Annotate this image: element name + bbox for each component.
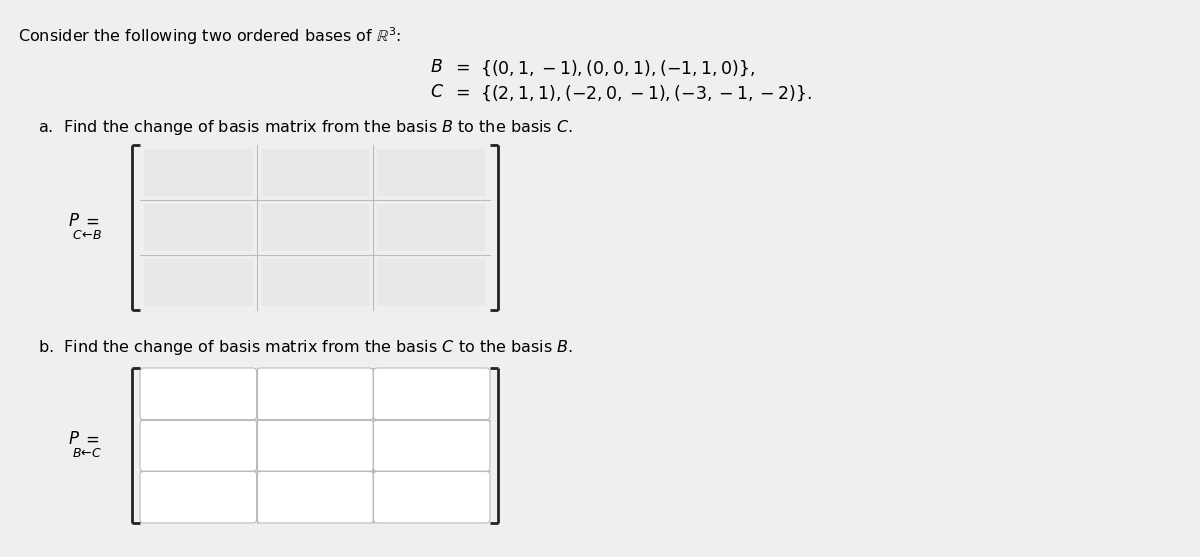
FancyBboxPatch shape — [140, 419, 257, 471]
FancyBboxPatch shape — [144, 149, 253, 196]
Text: $\mathit{C}$: $\mathit{C}$ — [430, 83, 444, 101]
FancyBboxPatch shape — [260, 259, 370, 306]
Text: a.  Find the change of basis matrix from the basis $\mathit{B}$ to the basis $\m: a. Find the change of basis matrix from … — [38, 118, 572, 137]
Text: $\mathit{C}\!\leftarrow\!\mathit{B}$: $\mathit{C}\!\leftarrow\!\mathit{B}$ — [72, 229, 102, 242]
Text: $\mathit{B}$: $\mathit{B}$ — [430, 58, 443, 76]
FancyBboxPatch shape — [257, 368, 373, 419]
Text: Consider the following two ordered bases of $\mathbb{R}^3$:: Consider the following two ordered bases… — [18, 25, 401, 47]
Text: $\{(0, 1, -1), (0, 0, 1), (-1, 1, 0)\},$: $\{(0, 1, -1), (0, 0, 1), (-1, 1, 0)\},$ — [480, 58, 755, 77]
FancyBboxPatch shape — [257, 419, 373, 471]
Text: $=$: $=$ — [452, 58, 470, 76]
FancyBboxPatch shape — [260, 204, 370, 251]
Text: $\mathit{B}\!\leftarrow\!\mathit{C}$: $\mathit{B}\!\leftarrow\!\mathit{C}$ — [72, 447, 102, 460]
FancyBboxPatch shape — [257, 471, 373, 523]
Text: $\{(2, 1, 1), (-2, 0, -1), (-3, -1, -2)\}.$: $\{(2, 1, 1), (-2, 0, -1), (-3, -1, -2)\… — [480, 83, 812, 102]
FancyBboxPatch shape — [144, 204, 253, 251]
FancyBboxPatch shape — [377, 149, 486, 196]
FancyBboxPatch shape — [377, 204, 486, 251]
Text: b.  Find the change of basis matrix from the basis $\mathit{C}$ to the basis $\m: b. Find the change of basis matrix from … — [38, 338, 574, 357]
Text: $=$: $=$ — [82, 429, 100, 447]
FancyBboxPatch shape — [373, 368, 490, 419]
FancyBboxPatch shape — [140, 471, 257, 523]
Text: $=$: $=$ — [82, 212, 100, 229]
FancyBboxPatch shape — [140, 368, 257, 419]
FancyBboxPatch shape — [373, 471, 490, 523]
FancyBboxPatch shape — [373, 419, 490, 471]
Text: $P$: $P$ — [68, 212, 80, 229]
FancyBboxPatch shape — [144, 259, 253, 306]
FancyBboxPatch shape — [260, 149, 370, 196]
Text: $=$: $=$ — [452, 83, 470, 101]
Text: $P$: $P$ — [68, 429, 80, 447]
FancyBboxPatch shape — [377, 259, 486, 306]
